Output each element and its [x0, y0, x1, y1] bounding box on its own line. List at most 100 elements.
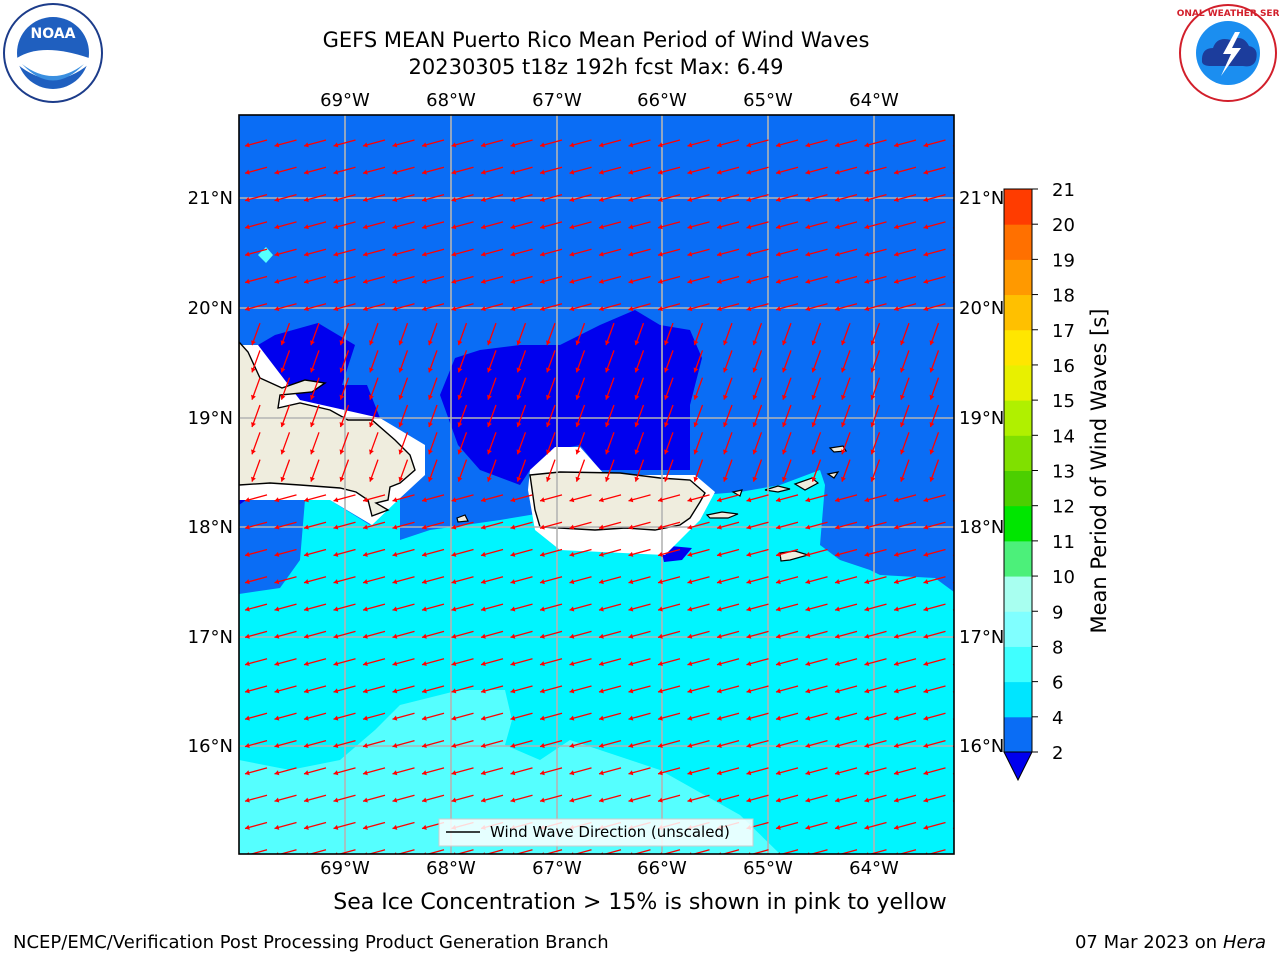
wind-wave-arrowhead — [634, 367, 640, 373]
wind-wave-arrowhead — [687, 551, 693, 557]
lon-labels-bottom: 69°W 68°W 67°W 66°W 65°W 64°W — [320, 858, 899, 879]
wind-wave-arrowhead — [569, 742, 575, 748]
wind-wave-arrowhead — [333, 169, 339, 175]
lat-label: 17°N — [959, 627, 1004, 648]
wind-wave-arrowhead — [599, 196, 604, 202]
wind-wave-arrowhead — [811, 449, 817, 455]
wind-wave-arrowhead — [687, 797, 693, 803]
wind-wave-arrowhead — [363, 551, 368, 557]
wind-wave-arrowhead — [451, 770, 457, 776]
wind-wave-arrowhead — [251, 422, 256, 427]
wind-wave-arrowhead — [540, 278, 545, 284]
wind-wave-arrowhead — [776, 579, 781, 585]
wind-wave-arrowhead — [310, 476, 315, 482]
wind-wave-arrowhead — [392, 742, 398, 748]
wind-wave-arrowhead — [304, 224, 309, 230]
colorbar-tick-label: 4 — [1052, 708, 1063, 729]
wind-wave-arrowhead — [841, 340, 846, 346]
wind-wave-arrowhead — [900, 449, 905, 455]
wind-wave-arrowhead — [811, 340, 817, 346]
wind-wave-arrowhead — [628, 169, 634, 175]
wind-wave-arrowhead — [923, 524, 929, 530]
wind-wave-arrowhead — [864, 770, 870, 776]
wind-wave-arrowhead — [658, 742, 663, 748]
wind-wave-arrowhead — [805, 797, 811, 803]
wind-wave-arrowhead — [782, 340, 787, 346]
wind-wave-arrowhead — [245, 169, 250, 175]
wind-wave-arrowhead — [658, 715, 663, 721]
wind-wave-arrowhead — [369, 340, 374, 346]
wind-wave-arrowhead — [929, 394, 935, 400]
wind-wave-arrowhead — [959, 395, 964, 400]
wind-wave-arrowhead — [658, 633, 663, 639]
wind-wave-arrowhead — [251, 476, 256, 482]
wind-wave-arrowhead — [664, 394, 669, 400]
wind-wave-arrow — [750, 849, 769, 854]
wind-wave-arrowhead — [923, 715, 929, 721]
wind-wave-arrowhead — [304, 633, 309, 639]
wind-wave-arrowhead — [835, 196, 840, 202]
wind-wave-arrowhead — [569, 196, 575, 202]
wind-wave-arrowhead — [599, 524, 604, 530]
lon-label: 66°W — [637, 858, 687, 879]
wind-wave-arrowhead — [304, 142, 309, 148]
wind-wave-arrowhead — [658, 661, 663, 667]
wind-wave-arrowhead — [599, 169, 604, 175]
wind-wave-arrowhead — [510, 169, 516, 175]
wind-wave-arrowhead — [805, 633, 811, 639]
wind-wave-arrowhead — [782, 394, 787, 400]
wind-wave-arrowhead — [959, 477, 964, 482]
wind-wave-arrowhead — [923, 742, 929, 748]
wind-wave-arrowhead — [392, 497, 398, 503]
wind-wave-arrowhead — [510, 196, 516, 202]
wind-wave-arrowhead — [752, 449, 758, 455]
wind-wave-arrow — [952, 281, 954, 284]
wind-wave-arrowhead — [687, 633, 693, 639]
wind-wave-arrowhead — [805, 742, 811, 748]
wind-wave-arrowhead — [693, 394, 699, 400]
wind-wave-arrowhead — [280, 422, 286, 427]
wind-wave-arrowhead — [923, 633, 929, 639]
wind-wave-arrowhead — [510, 278, 516, 284]
wind-wave-arrowhead — [634, 394, 640, 400]
wind-wave-arrowhead — [457, 476, 463, 482]
wind-wave-arrowhead — [392, 196, 398, 202]
wind-wave-arrowhead — [723, 394, 728, 400]
colorbar-band — [1004, 364, 1032, 401]
wind-wave-arrowhead — [451, 224, 457, 230]
wind-wave-arrowhead — [776, 633, 781, 639]
wind-wave-arrowhead — [274, 224, 280, 230]
wind-wave-arrowhead — [687, 715, 693, 721]
wind-wave-arrowhead — [304, 742, 309, 748]
wind-wave-arrowhead — [546, 367, 551, 373]
wind-wave-arrowhead — [628, 688, 634, 694]
wind-wave-arrowhead — [280, 476, 286, 482]
wind-wave-arrowhead — [333, 524, 339, 530]
wind-wave-arrowhead — [280, 367, 286, 373]
wind-wave-arrowhead — [923, 251, 929, 257]
wind-wave-arrowhead — [333, 278, 339, 284]
land-island — [705, 511, 739, 519]
wind-wave-arrowhead — [451, 551, 457, 557]
map-area: Wind Wave Direction (unscaled) — [239, 115, 964, 854]
wind-wave-arrowhead — [805, 551, 811, 557]
wind-wave-arrowhead — [245, 306, 250, 312]
wind-wave-arrow — [396, 849, 415, 854]
wind-wave-arrow — [952, 254, 954, 256]
wind-wave-arrowhead — [481, 306, 486, 312]
wind-wave-arrowhead — [717, 169, 722, 175]
wind-wave-arrowhead — [870, 340, 876, 346]
wind-wave-arrowhead — [363, 251, 368, 257]
wind-wave-arrow — [278, 849, 297, 854]
wind-wave-arrow — [809, 849, 828, 854]
wind-wave-arrow — [485, 849, 504, 854]
wind-wave-arrowhead — [540, 633, 545, 639]
wind-wave-arrowhead — [752, 394, 758, 400]
wind-wave-arrowhead — [717, 688, 722, 694]
colorbar-band — [1004, 294, 1032, 331]
wind-wave-arrowhead — [687, 579, 693, 585]
wind-wave-arrowhead — [428, 422, 433, 427]
wind-wave-arrowhead — [457, 394, 463, 400]
wind-wave-arrowhead — [717, 770, 722, 776]
wind-wave-arrowhead — [540, 661, 545, 667]
